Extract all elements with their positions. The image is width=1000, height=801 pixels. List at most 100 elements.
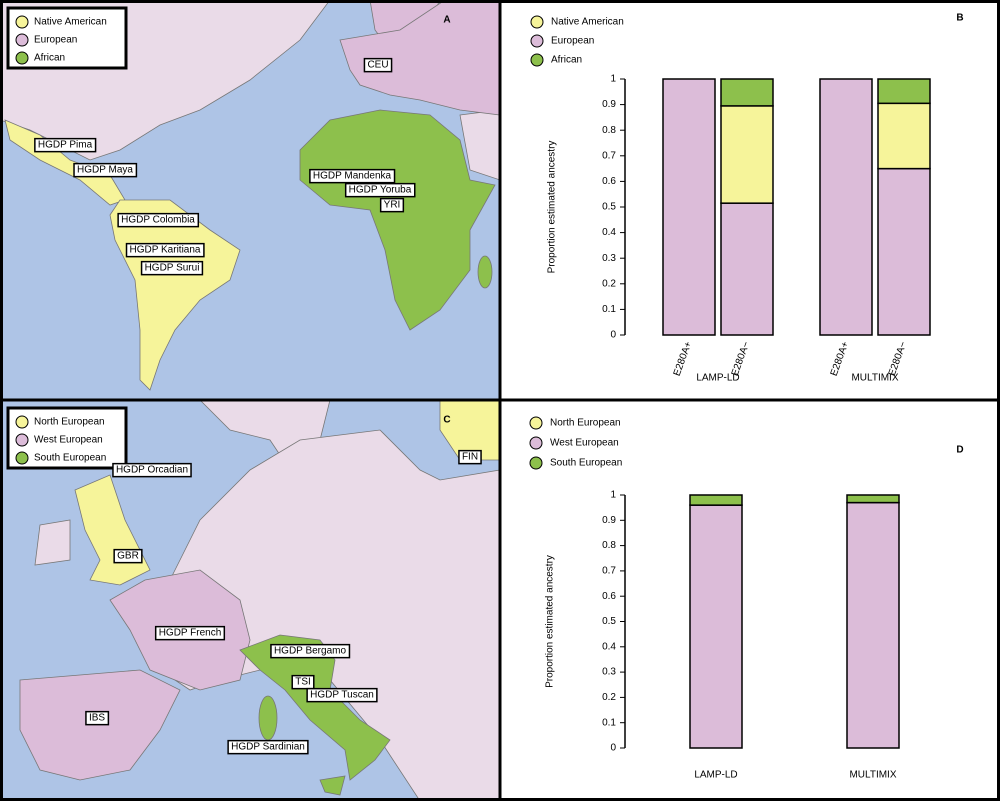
y-tick-label: 0.8 xyxy=(602,540,616,551)
place-label-text: HGDP Maya xyxy=(77,165,133,176)
place-label: IBS xyxy=(85,710,110,726)
legend-label: Native American xyxy=(551,17,624,28)
y-tick-label: 0.4 xyxy=(602,227,616,238)
legend-label: North European xyxy=(34,417,105,428)
x-tick-label: E280A+ xyxy=(672,340,695,378)
y-tick-label: 0.2 xyxy=(602,692,616,703)
bar-segment xyxy=(846,494,900,504)
y-tick-label: 0.8 xyxy=(602,125,616,136)
y-tick-label: 0.6 xyxy=(602,176,616,187)
place-label: HGDP Mandenka xyxy=(309,168,396,184)
place-label-box xyxy=(73,162,138,178)
y-tick-label: 0.7 xyxy=(602,566,616,577)
place-label-box xyxy=(306,687,378,703)
place-label-text: HGDP Yoruba xyxy=(349,185,412,196)
legend-label: European xyxy=(34,35,77,46)
y-tick-label: 0.3 xyxy=(602,253,616,264)
place-label: HGDP French xyxy=(154,625,226,641)
place-label-box xyxy=(458,449,482,465)
x-tick-label: LAMP-LD xyxy=(694,770,737,781)
place-label: GBR xyxy=(113,548,143,564)
place-label-text: HGDP Pima xyxy=(38,140,93,151)
place-label-text: HGDP Karitiana xyxy=(130,245,201,256)
y-tick-label: 1 xyxy=(610,74,616,85)
place-label-text: FIN xyxy=(462,452,478,463)
y-tick-label: 0.1 xyxy=(602,304,616,315)
bar-segment xyxy=(720,78,774,107)
legend-swatch xyxy=(15,451,29,465)
legend-label: South European xyxy=(550,458,622,469)
y-tick-label: 0.6 xyxy=(602,591,616,602)
legend-label: Native American xyxy=(34,17,107,28)
place-label-text: HGDP Orcadian xyxy=(116,465,188,476)
place-label-text: HGDP Mandenka xyxy=(313,171,392,182)
bar-segment xyxy=(819,78,873,336)
place-label-box xyxy=(112,462,192,478)
y-tick-label: 0.9 xyxy=(602,515,616,526)
y-tick-label: 0.7 xyxy=(602,150,616,161)
place-label: HGDP Yoruba xyxy=(344,182,416,198)
place-label-box xyxy=(291,674,315,690)
legend-swatch xyxy=(15,33,29,47)
legend-swatch xyxy=(530,53,544,67)
place-label-box xyxy=(344,182,416,198)
bar-segment xyxy=(720,202,774,336)
place-label-box xyxy=(379,197,405,213)
place-label: HGDP Colombia xyxy=(117,212,200,228)
bar-segment xyxy=(662,78,716,336)
legend-label: South European xyxy=(34,453,106,464)
legend-label: African xyxy=(34,53,65,64)
place-label: HGDP Sardinian xyxy=(227,739,309,755)
place-label-text: GBR xyxy=(117,551,139,562)
place-label-box xyxy=(113,548,143,564)
place-label-text: HGDP Bergamo xyxy=(274,646,347,657)
panel-letter: B xyxy=(956,13,963,24)
y-tick-label: 1 xyxy=(610,490,616,501)
place-label-text: TSI xyxy=(295,677,311,688)
place-label: HGDP Pima xyxy=(34,137,97,153)
y-tick-label: 0 xyxy=(610,743,616,754)
group-label: LAMP-LD xyxy=(696,373,739,384)
place-label-text: HGDP Tuscan xyxy=(310,690,374,701)
bar-segment xyxy=(689,494,743,506)
legend-swatch xyxy=(530,34,544,48)
y-axis-label: Proportion estimated ancestry xyxy=(547,141,558,274)
place-label-box xyxy=(140,260,204,276)
legend-label: West European xyxy=(34,435,103,446)
x-tick-label: MULTIMIX xyxy=(849,770,896,781)
y-tick-label: 0.3 xyxy=(602,667,616,678)
place-label: CEU xyxy=(363,57,393,73)
place-label-text: CEU xyxy=(367,60,388,71)
legend-swatch xyxy=(15,15,29,29)
panel-letter: C xyxy=(443,415,450,426)
legend-swatch xyxy=(15,433,29,447)
place-label-box xyxy=(154,625,226,641)
bar-segment xyxy=(877,167,931,336)
bar-segment xyxy=(846,501,900,749)
place-label-text: HGDP Colombia xyxy=(121,215,195,226)
legend-swatch xyxy=(530,15,544,29)
y-axis-label: Proportion estimated ancestry xyxy=(545,555,556,688)
place-label-box xyxy=(363,57,393,73)
legend-label: North European xyxy=(550,418,621,429)
place-label-text: HGDP Surui xyxy=(145,263,200,274)
place-label: HGDP Orcadian xyxy=(112,462,192,478)
y-tick-label: 0.2 xyxy=(602,278,616,289)
legend-swatch xyxy=(529,436,543,450)
legend-swatch xyxy=(529,456,543,470)
panel-letter: D xyxy=(956,445,963,456)
legend-label: African xyxy=(551,55,582,66)
legend-swatch xyxy=(15,51,29,65)
place-label: HGDP Surui xyxy=(140,260,204,276)
place-label: HGDP Bergamo xyxy=(270,643,351,659)
y-tick-label: 0 xyxy=(610,330,616,341)
y-tick-label: 0.5 xyxy=(602,616,616,627)
place-label: HGDP Karitiana xyxy=(125,242,205,258)
group-label: MULTIMIX xyxy=(851,373,898,384)
place-label-box xyxy=(125,242,205,258)
legend-swatch xyxy=(529,416,543,430)
bar-segment xyxy=(720,105,774,204)
place-label: FIN xyxy=(458,449,482,465)
